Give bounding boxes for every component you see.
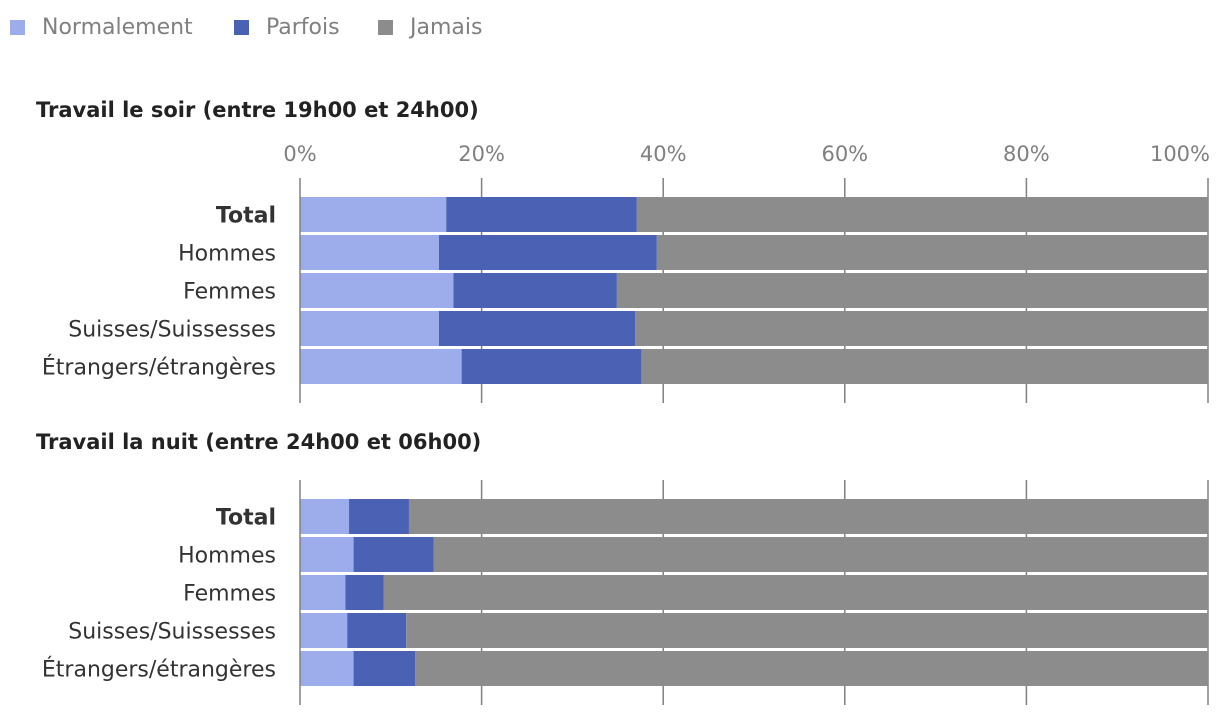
legend-swatch-parfois [234, 20, 249, 35]
bar-normalement-suisses-suissesses [300, 613, 348, 648]
category-label-etrangers-etrangeres: Étrangers/étrangères [42, 355, 276, 381]
bar-jamais-total [636, 197, 1208, 232]
bar-parfois-etrangers-etrangeres [461, 349, 642, 384]
category-label-femmes: Femmes [183, 280, 276, 305]
bar-normalement-femmes [300, 575, 346, 610]
bar-jamais-femmes [616, 273, 1208, 308]
bar-parfois-hommes [438, 235, 657, 270]
category-label-femmes: Femmes [183, 582, 276, 607]
category-label-total: Total [216, 204, 276, 229]
bar-parfois-femmes [453, 273, 617, 308]
category-label-hommes: Hommes [178, 242, 276, 267]
category-label-etrangers-etrangeres: Étrangers/étrangères [42, 657, 276, 683]
x-tick-label: 60% [821, 142, 868, 166]
x-tick-label: 0% [283, 142, 316, 166]
legend-label-jamais: Jamais [408, 15, 482, 40]
bar-parfois-femmes [345, 575, 384, 610]
bar-jamais-femmes [383, 575, 1208, 610]
bar-normalement-femmes [300, 273, 454, 308]
bar-parfois-suisses-suissesses [347, 613, 407, 648]
bar-normalement-hommes [300, 235, 439, 270]
legend-label-parfois: Parfois [266, 15, 340, 40]
bar-parfois-etrangers-etrangeres [353, 651, 416, 686]
x-tick-label: 80% [1003, 142, 1050, 166]
x-tick-label: 40% [640, 142, 687, 166]
panel-evening-work: Travail le soir (entre 19h00 et 24h00) 0%… [36, 98, 1210, 403]
category-label-hommes: Hommes [178, 544, 276, 569]
bar-jamais-total [408, 499, 1209, 534]
bar-normalement-total [300, 499, 350, 534]
bar-normalement-total [300, 197, 447, 232]
bar-parfois-total [446, 197, 637, 232]
bar-parfois-suisses-suissesses [438, 311, 636, 346]
legend-swatch-normalement [10, 20, 25, 35]
bar-jamais-suisses-suissesses [635, 311, 1208, 346]
panel-title: Travail la nuit (entre 24h00 et 06h00) [36, 430, 481, 454]
x-tick-label: 100% [1150, 142, 1210, 166]
panel-title: Travail le soir (entre 19h00 et 24h00) [36, 98, 479, 122]
category-label-suisses-suissesses: Suisses/Suissesses [68, 318, 276, 343]
panel-night-work: Travail la nuit (entre 24h00 et 06h00) To… [36, 430, 1209, 705]
bar-normalement-hommes [300, 537, 354, 572]
bar-jamais-suisses-suissesses [406, 613, 1209, 648]
bar-jamais-etrangers-etrangeres [415, 651, 1208, 686]
category-label-suisses-suissesses: Suisses/Suissesses [68, 620, 276, 645]
bar-jamais-etrangers-etrangeres [641, 349, 1208, 384]
bar-jamais-hommes [433, 537, 1208, 572]
bar-jamais-hommes [656, 235, 1208, 270]
legend-label-normalement: Normalement [42, 15, 193, 40]
bar-normalement-etrangers-etrangeres [300, 651, 354, 686]
x-tick-label: 20% [458, 142, 505, 166]
bar-parfois-hommes [353, 537, 434, 572]
legend-swatch-jamais [378, 20, 393, 35]
category-label-total: Total [216, 506, 276, 531]
bar-normalement-suisses-suissesses [300, 311, 439, 346]
bar-normalement-etrangers-etrangeres [300, 349, 462, 384]
bar-parfois-total [349, 499, 409, 534]
legend: Normalement Parfois Jamais [10, 15, 482, 40]
